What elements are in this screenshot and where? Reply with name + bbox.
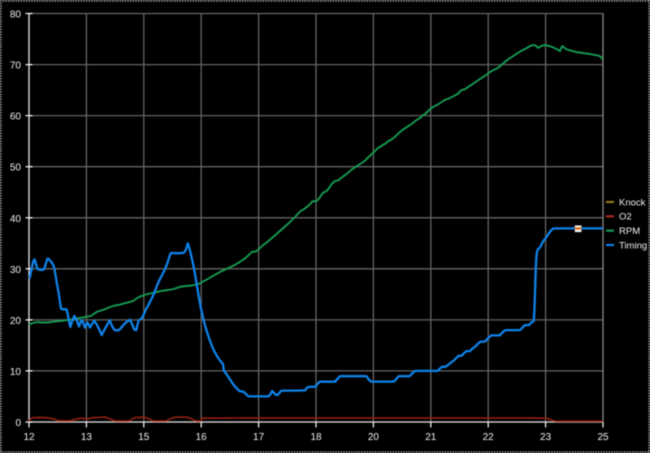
- svg-text:30: 30: [10, 265, 22, 276]
- svg-text:Timing: Timing: [619, 240, 647, 251]
- svg-text:20: 20: [10, 316, 22, 327]
- svg-text:10: 10: [10, 367, 22, 378]
- svg-text:60: 60: [10, 112, 22, 123]
- svg-text:12: 12: [23, 432, 35, 443]
- svg-text:Knock: Knock: [619, 197, 646, 208]
- svg-text:70: 70: [10, 61, 22, 72]
- svg-text:22: 22: [483, 432, 495, 443]
- svg-text:0: 0: [15, 418, 21, 429]
- svg-text:13: 13: [81, 432, 93, 443]
- svg-text:15: 15: [138, 432, 150, 443]
- svg-text:RPM: RPM: [619, 226, 640, 237]
- svg-text:23: 23: [540, 432, 552, 443]
- svg-text:18: 18: [310, 432, 322, 443]
- svg-text:21: 21: [425, 432, 437, 443]
- svg-text:20: 20: [368, 432, 380, 443]
- svg-text:16: 16: [196, 432, 208, 443]
- svg-text:80: 80: [10, 10, 22, 21]
- svg-text:17: 17: [253, 432, 265, 443]
- svg-text:O2: O2: [619, 212, 632, 223]
- svg-text:50: 50: [10, 163, 22, 174]
- svg-text:25: 25: [597, 432, 609, 443]
- svg-text:40: 40: [10, 214, 22, 225]
